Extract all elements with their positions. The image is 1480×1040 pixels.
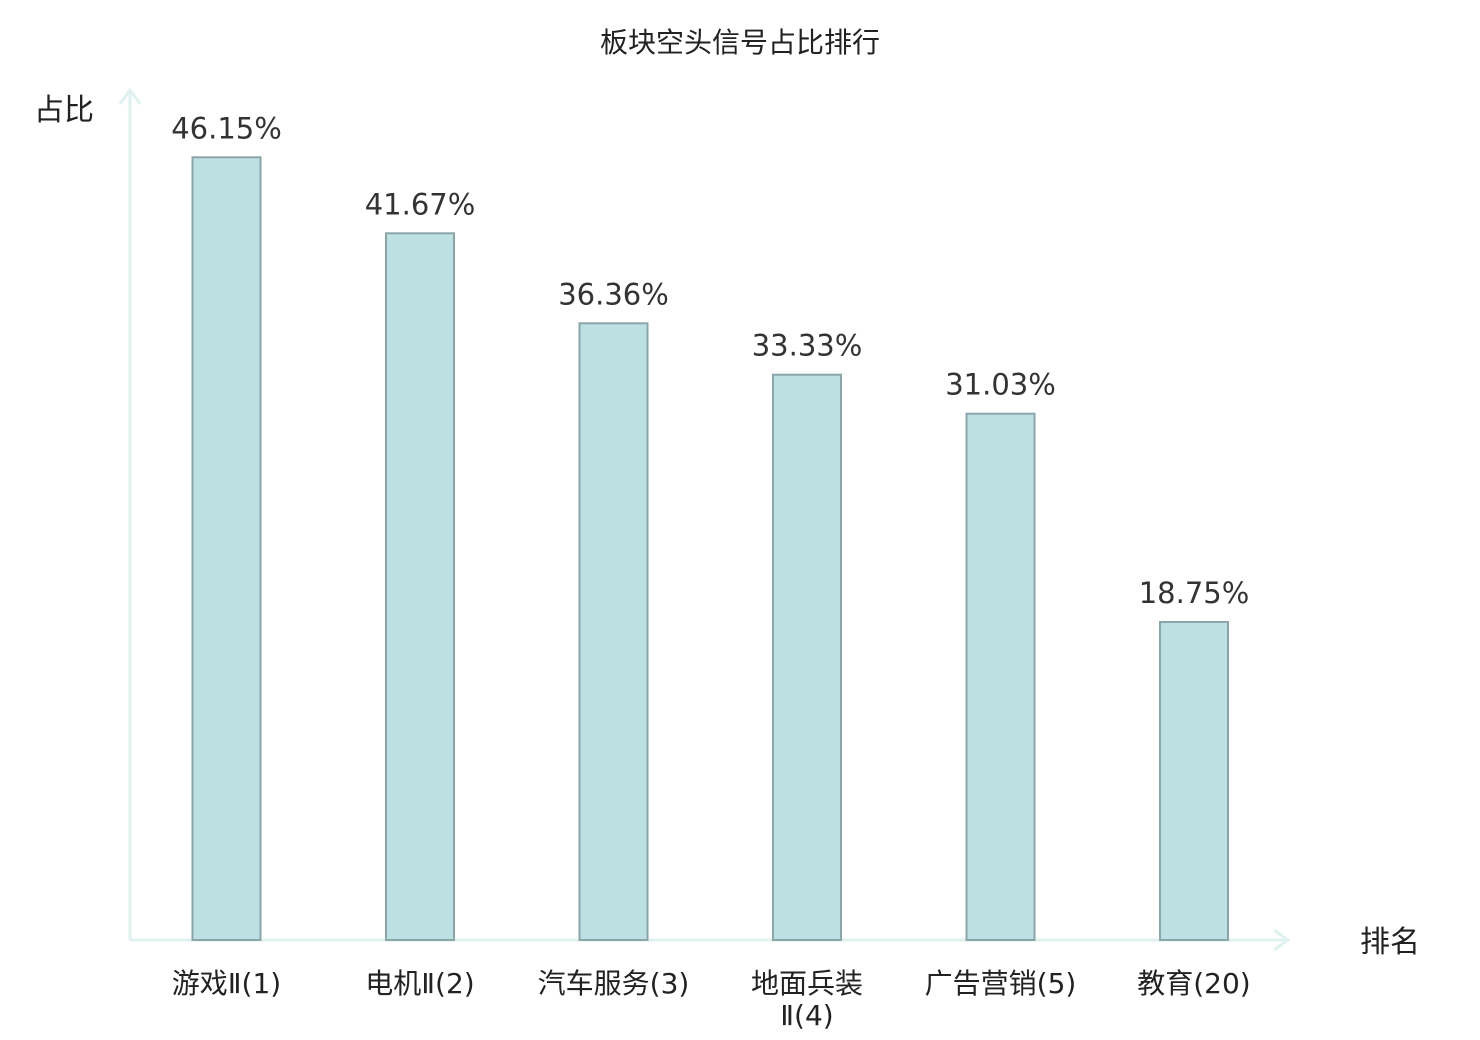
bar-2 — [385, 232, 455, 942]
data-label-2: 41.67% — [365, 187, 476, 221]
category-label-1: 游戏Ⅱ(1) — [172, 967, 281, 1000]
category-label-3: 汽车服务(3) — [538, 967, 690, 1000]
bar-6 — [1159, 621, 1229, 941]
y-axis-arrow — [118, 87, 142, 105]
data-label-4: 33.33% — [752, 329, 863, 363]
category-labels: 游戏Ⅱ(1) 电机Ⅱ(2) 汽车服务(3) 地面兵装 Ⅱ(4) 广告营销(5) 教育(20) — [172, 967, 1251, 1032]
axes — [118, 87, 1291, 952]
category-label-4: 地面兵装 Ⅱ(4) — [751, 967, 863, 1032]
bar-3 — [578, 322, 649, 941]
x-axis-label: 排名 — [1360, 925, 1420, 960]
category-label-6: 教育(20) — [1137, 967, 1250, 1000]
chart-title: 板块空头信号占比排行 — [600, 26, 880, 59]
data-label-6: 18.75% — [1139, 576, 1250, 610]
data-label-1: 46.15% — [171, 111, 282, 145]
data-labels: 46.15% 41.67% 36.36% 33.33% 31.03% 18.75% — [171, 111, 1249, 610]
bar-series — [191, 156, 1229, 942]
bar-4 — [772, 373, 842, 941]
data-label-5: 31.03% — [945, 368, 1056, 402]
bar-5 — [965, 412, 1036, 941]
data-label-3: 36.36% — [558, 277, 669, 311]
category-label-5: 广告营销(5) — [925, 967, 1077, 1000]
category-label-2: 电机Ⅱ(2) — [365, 967, 474, 1000]
x-axis-arrow — [1273, 928, 1291, 952]
bar-1 — [191, 156, 262, 942]
y-axis-label: 占比 — [34, 93, 94, 128]
